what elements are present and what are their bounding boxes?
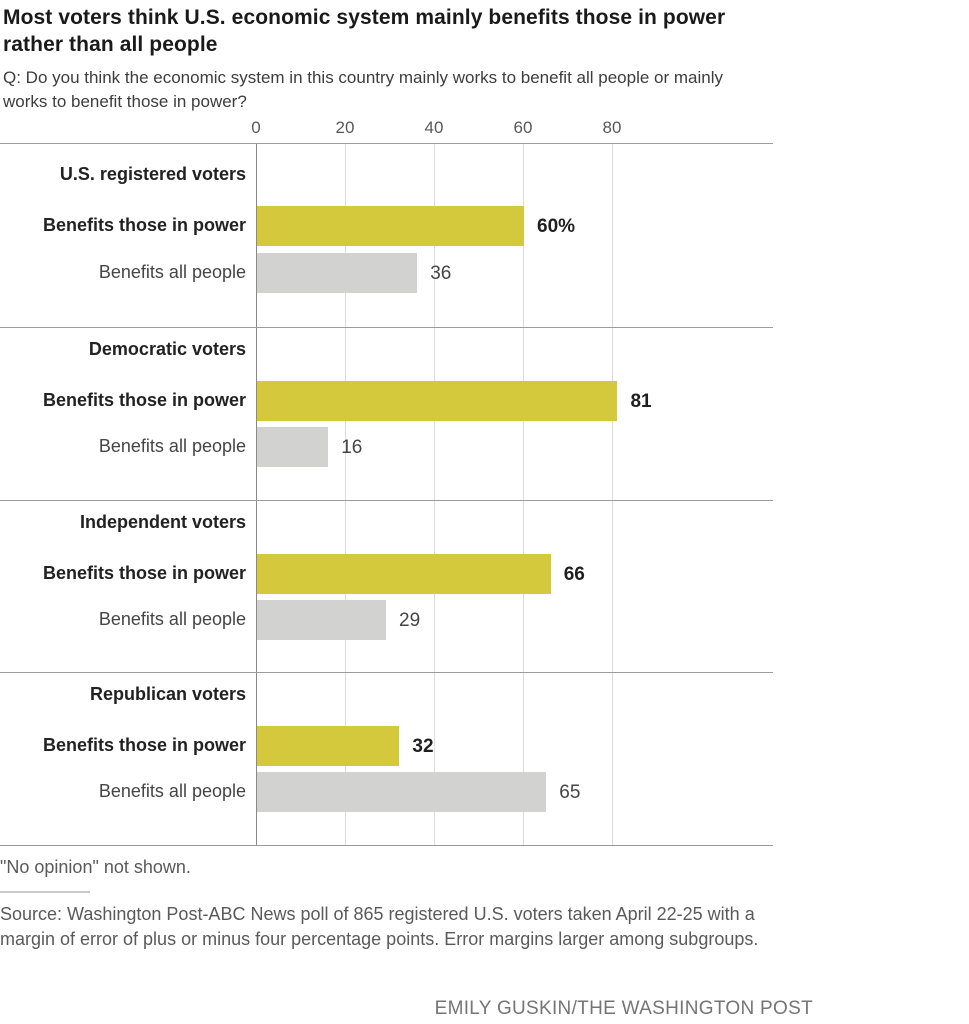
group-label: Republican voters [89,684,246,704]
row-label-benefits-all-people: Benefits all people [98,781,246,801]
bar-value: 32 [412,736,434,757]
bar-value: 29 [399,610,421,631]
credit: EMILY GUSKIN/THE WASHINGTON POST [434,998,813,1019]
group-separator [0,672,773,673]
gridline [523,144,524,845]
row-label-benefits-those-in-power: Benefits those in power [42,215,246,235]
group-label: Independent voters [79,512,246,532]
group-separator [0,500,773,501]
footnote-divider [0,891,90,893]
x-axis-tick-label: 20 [335,118,355,137]
bar-benefits-all-people [257,253,418,293]
gridline [612,144,613,845]
bar-benefits-those-in-power [257,381,618,421]
group-label: Democratic voters [88,339,246,359]
bar-benefits-all-people [257,427,329,467]
x-axis-tick-label: 80 [602,118,622,137]
chart-title: Most voters think U.S. economic system m… [3,6,726,56]
footnote: "No opinion" not shown. [0,857,191,877]
row-label-benefits-those-in-power: Benefits those in power [42,735,246,755]
row-label-benefits-all-people: Benefits all people [98,609,246,629]
row-label-benefits-those-in-power: Benefits those in power [42,563,246,583]
bar-benefits-all-people [257,772,547,812]
bar-benefits-those-in-power [257,726,400,766]
row-label-benefits-all-people: Benefits all people [98,436,246,456]
row-label-benefits-those-in-power: Benefits those in power [42,390,246,410]
source-note: Source: Washington Post-ABC News poll of… [0,904,759,949]
row-label-benefits-all-people: Benefits all people [98,262,246,282]
bar-value: 36 [430,263,452,284]
bar-benefits-those-in-power [257,206,524,246]
group-label: U.S. registered voters [59,164,246,184]
bar-benefits-all-people [257,600,387,640]
bar-value: 16 [341,437,363,458]
x-axis-tick-label: 40 [424,118,444,137]
bar-benefits-those-in-power [257,554,551,594]
zero-gridline [256,144,257,845]
group-separator [0,327,773,328]
bar-value: 65 [559,782,581,803]
bar-value: 66 [563,564,585,585]
bar-value: 81 [630,391,652,412]
chart-question: Q: Do you think the economic system in t… [3,68,723,111]
group-separator [0,143,773,144]
x-axis-tick-label: 60 [513,118,533,137]
gridline [434,144,435,845]
bar-value: 60% [537,216,576,237]
x-axis-tick-label: 0 [251,118,261,137]
group-separator [0,845,773,846]
gridline [345,144,346,845]
